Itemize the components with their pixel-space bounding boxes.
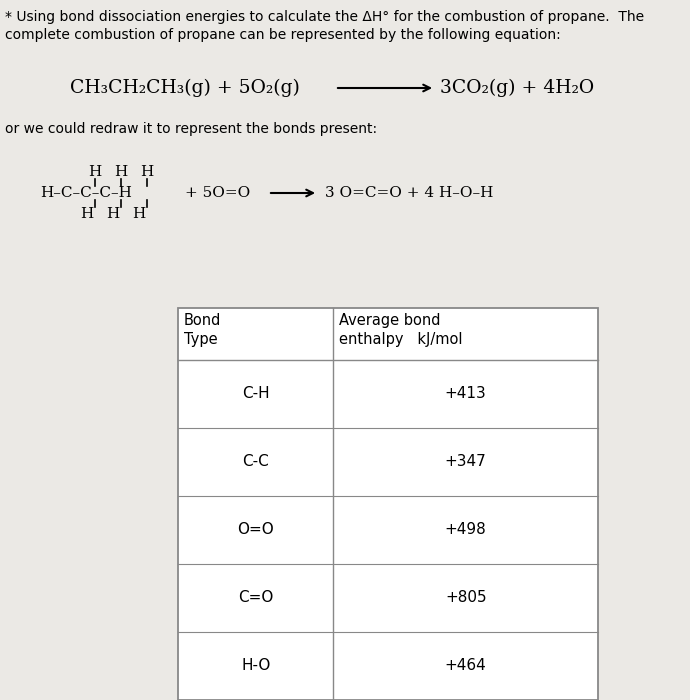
Text: or we could redraw it to represent the bonds present:: or we could redraw it to represent the b… bbox=[5, 122, 377, 136]
Text: 3 O=C=O + 4 H–O–H: 3 O=C=O + 4 H–O–H bbox=[325, 186, 493, 200]
Text: H–C–C–C–H: H–C–C–C–H bbox=[40, 186, 132, 200]
Text: H: H bbox=[88, 165, 101, 179]
Text: H: H bbox=[140, 165, 154, 179]
Text: complete combustion of propane can be represented by the following equation:: complete combustion of propane can be re… bbox=[5, 28, 561, 42]
Text: H: H bbox=[80, 207, 94, 221]
Text: +805: +805 bbox=[445, 591, 486, 606]
Text: * Using bond dissociation energies to calculate the ΔH° for the combustion of pr: * Using bond dissociation energies to ca… bbox=[5, 10, 644, 24]
Text: C-C: C-C bbox=[242, 454, 269, 470]
Text: +347: +347 bbox=[445, 454, 486, 470]
Text: H: H bbox=[106, 207, 119, 221]
Text: +464: +464 bbox=[445, 659, 486, 673]
Text: C-H: C-H bbox=[242, 386, 270, 402]
Text: C=O: C=O bbox=[238, 591, 273, 606]
Text: Average bond
enthalpy   kJ/mol: Average bond enthalpy kJ/mol bbox=[339, 313, 463, 346]
Text: 3CO₂(g) + 4H₂O: 3CO₂(g) + 4H₂O bbox=[440, 79, 594, 97]
Text: + 5O=O: + 5O=O bbox=[185, 186, 250, 200]
Text: H: H bbox=[115, 165, 128, 179]
Bar bbox=[178, 308, 598, 700]
Text: Bond
Type: Bond Type bbox=[184, 313, 221, 346]
Text: O=O: O=O bbox=[237, 522, 274, 538]
Text: H-O: H-O bbox=[241, 659, 270, 673]
Text: +413: +413 bbox=[445, 386, 486, 402]
Text: CH₃CH₂CH₃(g) + 5O₂(g): CH₃CH₂CH₃(g) + 5O₂(g) bbox=[70, 79, 300, 97]
Text: +498: +498 bbox=[445, 522, 486, 538]
Text: H: H bbox=[132, 207, 146, 221]
